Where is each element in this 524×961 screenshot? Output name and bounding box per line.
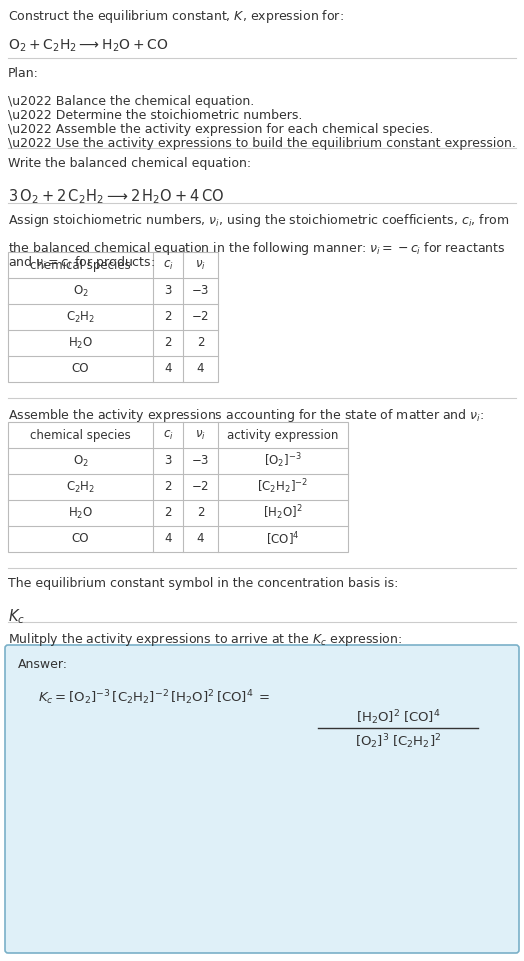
Text: 2: 2 <box>164 336 172 350</box>
Bar <box>8 422 348 552</box>
Text: $\mathrm{C_2H_2}$: $\mathrm{C_2H_2}$ <box>66 480 95 495</box>
Text: CO: CO <box>72 532 89 546</box>
Text: $\mathrm{O_2 + C_2H_2 \longrightarrow H_2O + CO}$: $\mathrm{O_2 + C_2H_2 \longrightarrow H_… <box>8 38 168 55</box>
Text: $\mathrm{H_2O}$: $\mathrm{H_2O}$ <box>68 505 93 521</box>
Text: 3: 3 <box>165 284 172 298</box>
Text: the balanced chemical equation in the following manner: $\nu_i = -c_i$ for react: the balanced chemical equation in the fo… <box>8 240 506 257</box>
Bar <box>8 252 218 382</box>
Text: $\mathrm{H_2O}$: $\mathrm{H_2O}$ <box>68 335 93 351</box>
Text: Mulitply the activity expressions to arrive at the $K_c$ expression:: Mulitply the activity expressions to arr… <box>8 631 402 648</box>
Text: Assemble the activity expressions accounting for the state of matter and $\nu_i$: Assemble the activity expressions accoun… <box>8 407 484 424</box>
Text: $[\mathrm{CO}]^{4}$: $[\mathrm{CO}]^{4}$ <box>266 530 300 548</box>
Text: 4: 4 <box>196 532 204 546</box>
Text: $[\mathrm{H_2O}]^{2}$: $[\mathrm{H_2O}]^{2}$ <box>263 504 303 523</box>
Text: $-2$: $-2$ <box>191 480 210 494</box>
Text: and $\nu_i = c_i$ for products:: and $\nu_i = c_i$ for products: <box>8 254 155 271</box>
Text: $\nu_i$: $\nu_i$ <box>195 259 206 272</box>
Text: chemical species: chemical species <box>30 429 131 441</box>
Text: $\mathrm{O_2}$: $\mathrm{O_2}$ <box>73 454 89 469</box>
Text: $-2$: $-2$ <box>191 310 210 324</box>
Text: $\mathrm{O_2}$: $\mathrm{O_2}$ <box>73 283 89 299</box>
Text: 4: 4 <box>164 532 172 546</box>
Text: Plan:: Plan: <box>8 67 39 80</box>
FancyBboxPatch shape <box>5 645 519 953</box>
Text: 4: 4 <box>164 362 172 376</box>
Text: $\mathrm{C_2H_2}$: $\mathrm{C_2H_2}$ <box>66 309 95 325</box>
Text: 2: 2 <box>164 506 172 520</box>
Text: Answer:: Answer: <box>18 658 68 671</box>
Text: 3: 3 <box>165 455 172 467</box>
Text: $-3$: $-3$ <box>191 284 210 298</box>
Text: $K_c = [\mathrm{O_2}]^{-3}\,[\mathrm{C_2H_2}]^{-2}\,[\mathrm{H_2O}]^{2}\,[\mathr: $K_c = [\mathrm{O_2}]^{-3}\,[\mathrm{C_2… <box>38 688 270 706</box>
Text: CO: CO <box>72 362 89 376</box>
Text: $c_i$: $c_i$ <box>162 259 173 272</box>
Text: 4: 4 <box>196 362 204 376</box>
Text: 2: 2 <box>164 480 172 494</box>
Text: $[\mathrm{O_2}]^3\;[\mathrm{C_2H_2}]^2$: $[\mathrm{O_2}]^3\;[\mathrm{C_2H_2}]^2$ <box>355 732 441 751</box>
Text: $\nu_i$: $\nu_i$ <box>195 429 206 441</box>
Text: Assign stoichiometric numbers, $\nu_i$, using the stoichiometric coefficients, $: Assign stoichiometric numbers, $\nu_i$, … <box>8 212 509 229</box>
Text: chemical species: chemical species <box>30 259 131 272</box>
Text: $\mathrm{3\,O_2 + 2\,C_2H_2 \longrightarrow 2\,H_2O + 4\,CO}$: $\mathrm{3\,O_2 + 2\,C_2H_2 \longrightar… <box>8 187 224 206</box>
Text: activity expression: activity expression <box>227 429 339 441</box>
Text: \u2022 Assemble the activity expression for each chemical species.: \u2022 Assemble the activity expression … <box>8 123 433 136</box>
Text: $-3$: $-3$ <box>191 455 210 467</box>
Text: The equilibrium constant symbol in the concentration basis is:: The equilibrium constant symbol in the c… <box>8 577 398 590</box>
Text: \u2022 Use the activity expressions to build the equilibrium constant expression: \u2022 Use the activity expressions to b… <box>8 137 516 150</box>
Text: $c_i$: $c_i$ <box>162 429 173 441</box>
Text: Write the balanced chemical equation:: Write the balanced chemical equation: <box>8 157 251 170</box>
Text: $[\mathrm{C_2H_2}]^{-2}$: $[\mathrm{C_2H_2}]^{-2}$ <box>257 478 309 496</box>
Text: $K_c$: $K_c$ <box>8 607 25 626</box>
Text: $[\mathrm{O_2}]^{-3}$: $[\mathrm{O_2}]^{-3}$ <box>264 452 302 470</box>
Text: $[\mathrm{H_2O}]^2\;[\mathrm{CO}]^4$: $[\mathrm{H_2O}]^2\;[\mathrm{CO}]^4$ <box>356 708 440 727</box>
Text: 2: 2 <box>196 506 204 520</box>
Text: 2: 2 <box>196 336 204 350</box>
Text: \u2022 Balance the chemical equation.: \u2022 Balance the chemical equation. <box>8 95 254 108</box>
Text: \u2022 Determine the stoichiometric numbers.: \u2022 Determine the stoichiometric numb… <box>8 109 302 122</box>
Text: Construct the equilibrium constant, $K$, expression for:: Construct the equilibrium constant, $K$,… <box>8 8 344 25</box>
Text: 2: 2 <box>164 310 172 324</box>
